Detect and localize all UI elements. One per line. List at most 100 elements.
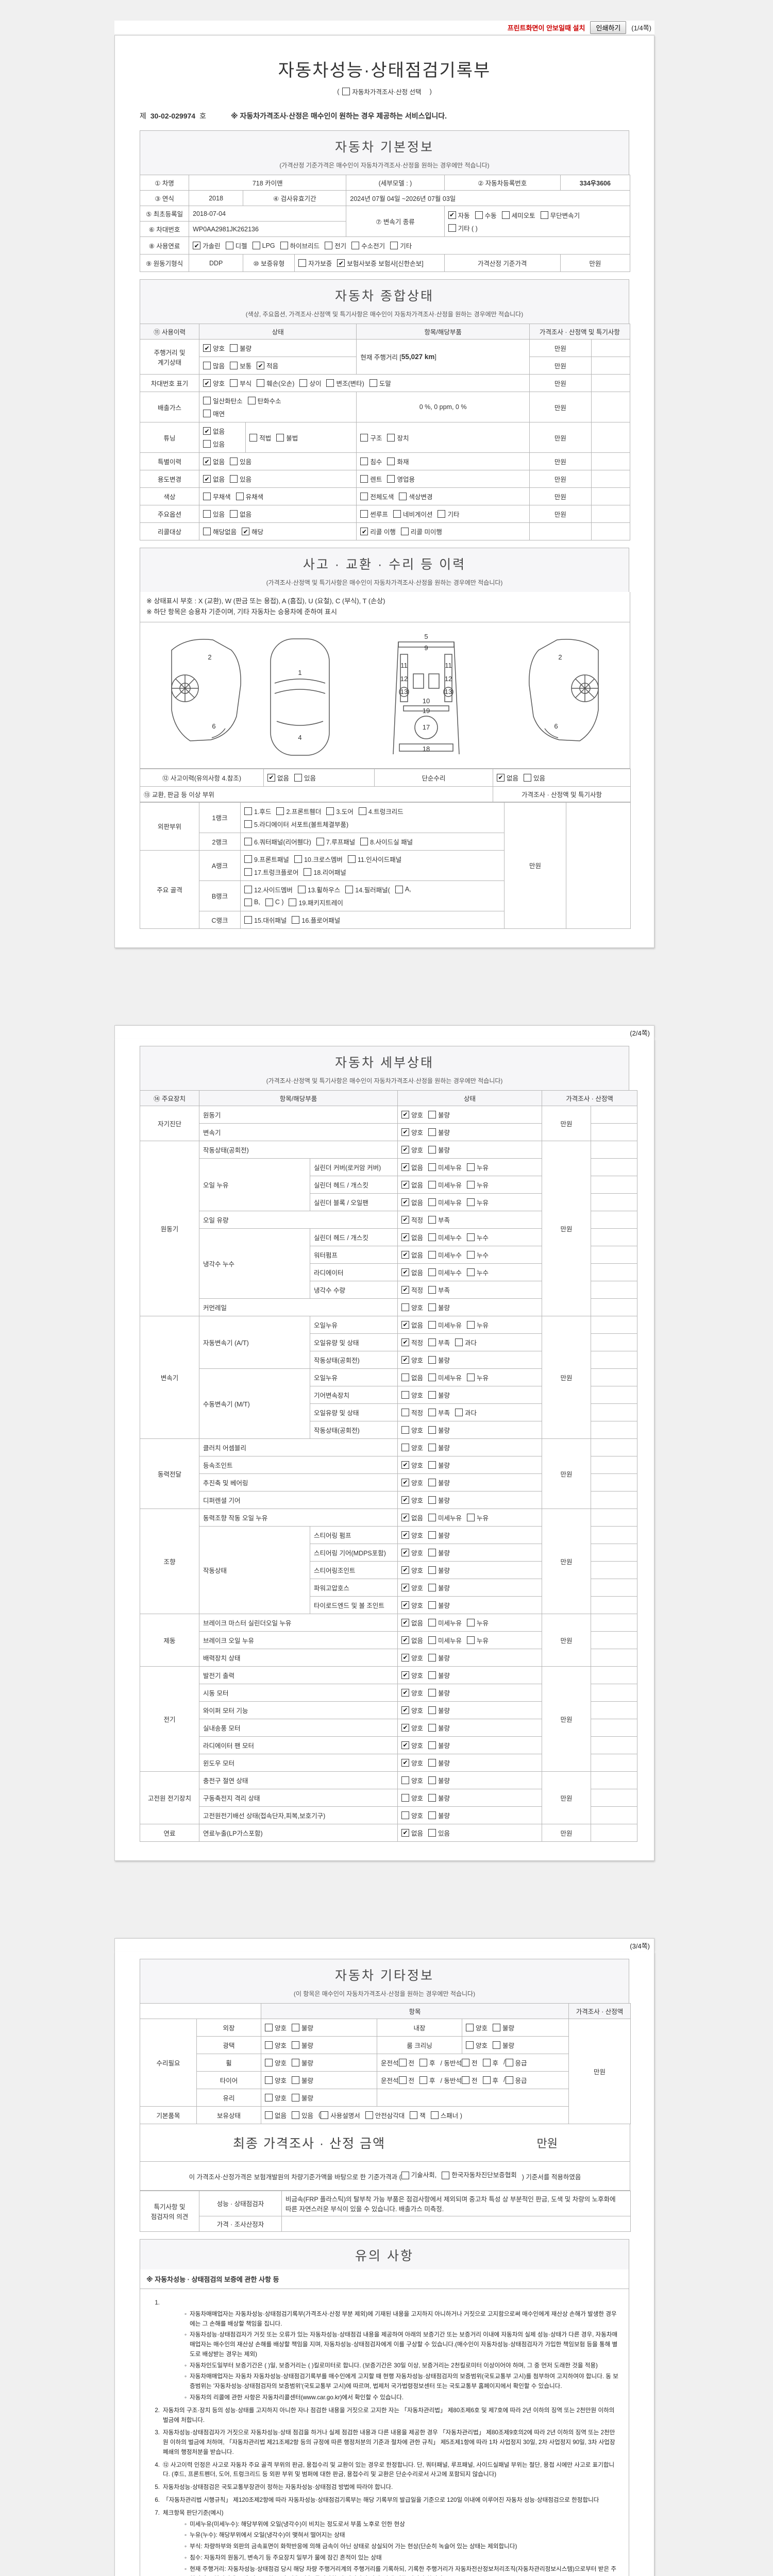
checkbox-색상변경[interactable]: 색상변경 — [399, 492, 432, 501]
checkbox-box-icon[interactable] — [428, 1355, 436, 1364]
checkbox-누유[interactable]: 누유 — [467, 1513, 489, 1522]
checkbox-box-icon[interactable] — [428, 1636, 436, 1644]
checkbox-box-icon[interactable]: ✔ — [401, 1671, 410, 1679]
checkbox-box-icon[interactable] — [482, 2076, 491, 2084]
checkbox-box-icon[interactable] — [466, 2023, 474, 2031]
checkbox-14.필러패널([interactable]: 14.필러패널( — [345, 885, 390, 894]
checkbox-box-icon[interactable] — [428, 1688, 436, 1697]
checkbox-불량[interactable]: 불량 — [292, 2023, 313, 2032]
checkbox-4.트렁크리드[interactable]: 4.트렁크리드 — [358, 806, 404, 816]
checkbox-box-icon[interactable] — [428, 1373, 436, 1381]
checkbox-box-icon[interactable] — [292, 2041, 300, 2049]
checkbox-양호[interactable]: 양호 — [265, 2093, 287, 2103]
checkbox-2.프론트휀더[interactable]: 2.프론트휀더 — [276, 806, 321, 816]
checkbox-box-icon[interactable] — [455, 1338, 463, 1346]
checkbox-누유[interactable]: 누유 — [467, 1618, 489, 1628]
checkbox-양호[interactable]: ✔ 양호 — [203, 378, 225, 388]
checkbox-영업용[interactable]: 영업용 — [387, 474, 415, 484]
checkbox-box-icon[interactable] — [428, 1811, 436, 1819]
checkbox-16.플로어패널[interactable]: 16.플로어패널 — [292, 915, 340, 925]
checkbox-box-icon[interactable] — [493, 2023, 501, 2031]
checkbox-box-icon[interactable] — [244, 885, 252, 893]
checkbox-없음[interactable]: ✔ 없음 — [203, 474, 225, 484]
checkbox-없음[interactable]: ✔ 없음 — [401, 1320, 423, 1330]
checkbox-box-icon[interactable] — [400, 528, 409, 535]
checkbox-안전삼각대[interactable]: 안전삼각대 — [365, 2110, 405, 2120]
checkbox-box-icon[interactable]: ✔ — [360, 528, 368, 535]
checkbox-box-icon[interactable] — [401, 1408, 410, 1416]
checkbox-불량[interactable]: 불량 — [428, 1600, 450, 1610]
checkbox-17.트렁크플로어[interactable]: 17.트렁크플로어 — [244, 867, 298, 877]
checkbox-없음[interactable]: ✔ 없음 — [401, 1162, 423, 1172]
checkbox-자가보증[interactable]: 자가보증 — [298, 258, 332, 268]
checkbox-적법[interactable]: 적법 — [249, 433, 271, 443]
checkbox-box-icon[interactable]: ✔ — [203, 344, 211, 352]
checkbox-box-icon[interactable] — [399, 493, 407, 500]
checkbox-box-icon[interactable] — [244, 837, 252, 845]
checkbox-box-icon[interactable] — [505, 2058, 513, 2066]
checkbox-양호[interactable]: ✔ 양호 — [401, 1670, 423, 1680]
checkbox-해당없음[interactable]: 해당없음 — [203, 527, 237, 536]
checkbox-누유[interactable]: 누유 — [467, 1162, 489, 1172]
checkbox-없음[interactable]: ✔ 없음 — [267, 773, 289, 783]
checkbox-box-icon[interactable] — [428, 1513, 436, 1521]
checkbox-box-icon[interactable]: ✔ — [401, 1250, 410, 1259]
checkbox-미세누유[interactable]: 미세누유 — [428, 1372, 462, 1382]
checkbox-없음[interactable]: ✔ 없음 — [401, 1180, 423, 1190]
checkbox-box-icon[interactable] — [292, 2093, 300, 2102]
checkbox-box-icon[interactable] — [203, 410, 211, 417]
checkbox-box-icon[interactable] — [428, 1338, 436, 1346]
checkbox-box-icon[interactable] — [428, 1303, 436, 1311]
checkbox-없음[interactable]: ✔ 없음 — [401, 1513, 423, 1522]
checkbox-없음[interactable]: ✔ 없음 — [203, 426, 225, 436]
checkbox-box-icon[interactable] — [321, 2111, 329, 2119]
checkbox-box-icon[interactable] — [244, 868, 252, 876]
checkbox-box-icon[interactable] — [428, 1601, 436, 1609]
checkbox-box-icon[interactable] — [428, 1618, 436, 1626]
checkbox-box-icon[interactable] — [265, 2093, 273, 2102]
checkbox-box-icon[interactable]: ✔ — [401, 1688, 410, 1697]
checkbox-box-icon[interactable] — [249, 433, 258, 442]
checkbox-불량[interactable]: 불량 — [428, 1723, 450, 1733]
checkbox-불량[interactable]: 불량 — [428, 1443, 450, 1452]
checkbox-미세누유[interactable]: 미세누유 — [428, 1513, 462, 1522]
checkbox-box-icon[interactable] — [360, 433, 368, 442]
checkbox-적음[interactable]: ✔ 적음 — [257, 361, 278, 370]
checkbox-있음[interactable]: 있음 — [203, 509, 225, 519]
checkbox-있음[interactable]: 있음 — [203, 439, 225, 449]
checkbox-box-icon[interactable] — [428, 1408, 436, 1416]
checkbox-box-icon[interactable] — [230, 457, 238, 465]
checkbox-부족[interactable]: 부족 — [428, 1408, 450, 1417]
checkbox-box-icon[interactable] — [428, 1320, 436, 1329]
checkbox-양호[interactable]: ✔ 양호 — [401, 1705, 423, 1715]
checkbox-box-icon[interactable]: ✔ — [401, 1233, 410, 1241]
checkbox-box-icon[interactable] — [387, 457, 395, 465]
checkbox-box-icon[interactable] — [401, 1303, 410, 1311]
checkbox-누유[interactable]: 누유 — [467, 1635, 489, 1645]
checkbox-box-icon[interactable] — [428, 1461, 436, 1469]
checkbox-box-icon[interactable] — [247, 397, 256, 404]
checkbox-box-icon[interactable] — [265, 2058, 273, 2066]
checkbox-box-icon[interactable] — [244, 820, 252, 828]
checkbox-양호[interactable]: 양호 — [401, 1443, 423, 1452]
checkbox-세미오토[interactable]: 세미오토 — [501, 210, 535, 220]
checkbox-box-icon[interactable] — [292, 916, 300, 924]
checkbox-과다[interactable]: 과다 — [455, 1408, 477, 1417]
checkbox-불량[interactable]: 불량 — [428, 1775, 450, 1785]
checkbox-불량[interactable]: 불량 — [428, 1145, 450, 1155]
checkbox-box-icon[interactable] — [257, 379, 265, 387]
checkbox-화재[interactable]: 화재 — [387, 456, 409, 466]
checkbox-하이브리드[interactable]: 하이브리드 — [280, 241, 320, 250]
checkbox-부족[interactable]: 부족 — [428, 1285, 450, 1295]
checkbox-응급[interactable]: 응급 — [505, 2075, 527, 2085]
checkbox-box-icon[interactable]: ✔ — [203, 475, 211, 483]
checkbox-7.루프패널[interactable]: 7.루프패널 — [316, 837, 355, 846]
checkbox-적정[interactable]: ✔ 적정 — [401, 1285, 423, 1295]
checkbox-누유[interactable]: 누유 — [467, 1372, 489, 1382]
checkbox-없음[interactable]: 없음 — [230, 509, 251, 519]
checkbox-box-icon[interactable] — [398, 2076, 407, 2084]
checkbox-box-icon[interactable] — [401, 1793, 410, 1802]
checkbox-box-icon[interactable] — [428, 1285, 436, 1294]
checkbox-없음[interactable]: ✔ 없음 — [401, 1197, 423, 1207]
checkbox-부족[interactable]: 부족 — [428, 1337, 450, 1347]
